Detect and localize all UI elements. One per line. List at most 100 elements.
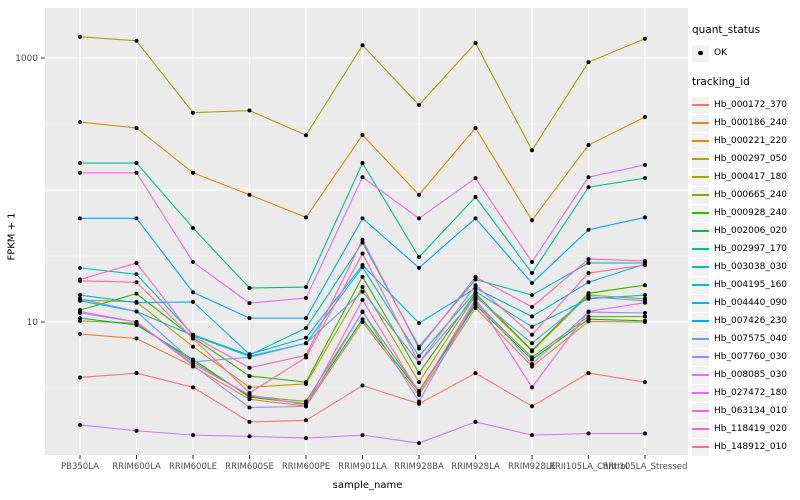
data-point — [530, 348, 534, 353]
data-point — [304, 341, 308, 346]
data-point — [78, 316, 82, 321]
data-point — [586, 257, 591, 262]
legend-item-label: Hb_000928_240 — [714, 208, 788, 218]
x-tick-label: RRIM600LA — [112, 462, 161, 472]
data-point — [247, 285, 252, 290]
data-point — [417, 321, 421, 326]
data-point — [360, 309, 365, 314]
data-point — [473, 274, 478, 279]
ok-point-key — [692, 44, 709, 62]
data-point — [360, 297, 365, 302]
data-point — [360, 320, 365, 324]
data-point — [247, 373, 252, 378]
data-point — [247, 301, 252, 306]
data-point — [134, 161, 139, 166]
data-point — [134, 125, 139, 130]
data-point — [643, 314, 647, 319]
data-point — [78, 309, 82, 314]
data-point — [417, 255, 421, 260]
data-point — [417, 399, 421, 404]
data-point — [530, 218, 534, 223]
legend-item-Hb_027472_180: Hb_027472_180 — [692, 384, 800, 402]
x-tick-label: RRIM600PE — [282, 462, 330, 472]
y-axis-title: FPKM + 1 — [6, 212, 18, 261]
data-point — [473, 40, 478, 45]
legend-item-label: Hb_000665_240 — [714, 190, 788, 200]
data-point — [530, 148, 534, 153]
legend-item-label: Hb_063134_010 — [714, 406, 788, 416]
legend-item-Hb_002997_170: Hb_002997_170 — [692, 240, 800, 258]
data-point — [360, 133, 365, 138]
data-point — [191, 259, 195, 264]
legend-item-Hb_148912_010: Hb_148912_010 — [692, 438, 800, 456]
data-point — [586, 271, 591, 276]
data-point — [417, 441, 421, 446]
data-point — [360, 175, 365, 180]
data-point — [417, 380, 421, 385]
y-tick-label: 10 — [27, 318, 39, 328]
data-point — [134, 38, 139, 43]
legend-item-label: Hb_000417_180 — [714, 172, 788, 182]
data-point — [473, 371, 478, 376]
legend-quant-status-title: quant_status — [692, 24, 761, 36]
data-point — [643, 283, 647, 288]
legend-item-Hb_000417_180: Hb_000417_180 — [692, 168, 800, 186]
data-point — [247, 355, 252, 360]
data-point — [247, 390, 252, 395]
data-point — [247, 434, 252, 439]
data-point — [530, 304, 534, 309]
data-point — [304, 295, 308, 300]
data-point — [360, 433, 365, 438]
legend-item-label: Hb_118419_020 — [714, 424, 788, 434]
data-point — [191, 170, 195, 175]
data-point — [78, 120, 82, 125]
data-point — [134, 260, 139, 265]
data-point — [191, 385, 195, 390]
legend-line-key-icon — [692, 366, 709, 384]
data-point — [304, 380, 308, 385]
legend-line-key-icon — [692, 258, 709, 276]
data-point — [586, 143, 591, 148]
data-point — [134, 300, 139, 305]
data-point — [473, 176, 478, 181]
legend-line-key-icon — [692, 276, 709, 294]
x-tick-label: PB350LA — [61, 462, 99, 472]
data-point — [304, 215, 308, 220]
data-point — [191, 299, 195, 304]
data-point — [417, 354, 421, 359]
legend-item-label: Hb_000186_240 — [714, 118, 788, 128]
data-point — [247, 365, 252, 370]
data-point — [360, 240, 365, 245]
data-point — [586, 260, 591, 265]
data-point — [530, 341, 534, 346]
data-point — [78, 265, 82, 270]
legend-item-Hb_000186_240: Hb_000186_240 — [692, 114, 800, 132]
data-point — [586, 309, 591, 314]
data-point — [530, 293, 534, 298]
data-point — [304, 355, 308, 360]
data-point — [191, 290, 195, 295]
legend-item-label: Hb_000297_050 — [714, 154, 788, 164]
data-point — [586, 60, 591, 65]
data-point — [417, 216, 421, 221]
data-point — [473, 283, 478, 288]
legend-line-key-icon — [692, 348, 709, 366]
legend-tracking-items: Hb_000172_370 Hb_000186_240 Hb_000221_220 H… — [692, 96, 800, 456]
data-point — [530, 271, 534, 276]
legend-line-key-icon — [692, 294, 709, 312]
data-point — [304, 285, 308, 290]
legend-item-label: Hb_002006_020 — [714, 226, 788, 236]
data-point — [473, 302, 478, 307]
data-point — [643, 215, 647, 220]
legend-item-label: Hb_004440_090 — [714, 298, 788, 308]
legend-item-label: Hb_000172_370 — [714, 100, 788, 110]
legend-item-Hb_000221_220: Hb_000221_220 — [692, 132, 800, 150]
data-point — [134, 309, 139, 314]
legend-item-Hb_063134_010: Hb_063134_010 — [692, 402, 800, 420]
data-point — [473, 286, 478, 291]
legend-line-key-icon — [692, 438, 709, 456]
data-point — [360, 161, 365, 166]
data-point — [417, 360, 421, 365]
data-point — [191, 433, 195, 438]
legend-item-label: Hb_008085_030 — [714, 370, 788, 380]
